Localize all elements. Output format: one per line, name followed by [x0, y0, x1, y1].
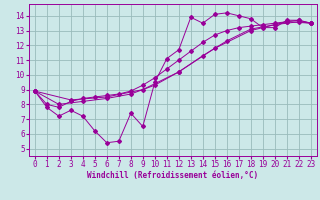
X-axis label: Windchill (Refroidissement éolien,°C): Windchill (Refroidissement éolien,°C) [87, 171, 258, 180]
